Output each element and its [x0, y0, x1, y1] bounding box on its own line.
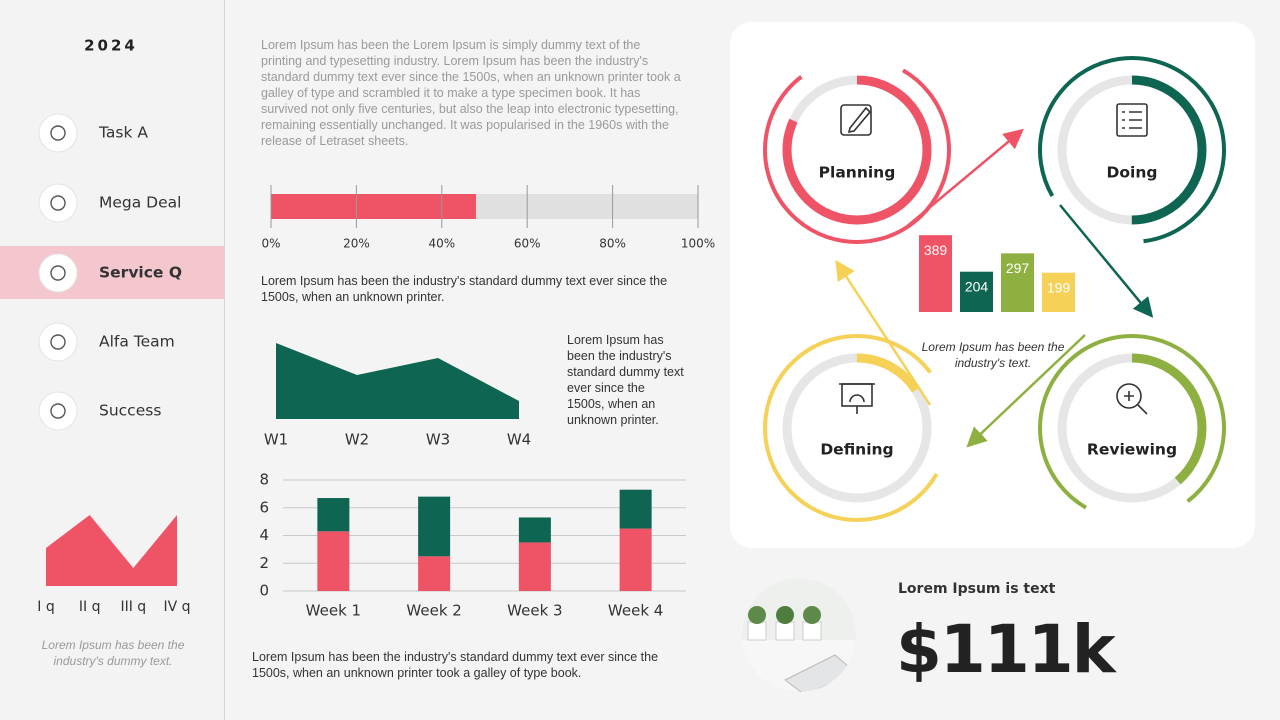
y-tick-label: 8 [259, 471, 269, 489]
menu-icon [38, 322, 78, 362]
bar [919, 235, 952, 312]
x-tick-label: Week 2 [406, 602, 461, 620]
y-tick-label: 2 [259, 554, 269, 572]
bar-segment [418, 496, 451, 557]
menu: Task A Mega Deal Service Q Alfa Team Success [0, 113, 224, 431]
menu-icon-glyph [50, 403, 66, 419]
x-tick-label: W4 [507, 431, 531, 449]
cycle-arrows [835, 128, 1154, 448]
stage-label: Doing [1107, 164, 1158, 182]
bar-segment [317, 531, 350, 591]
cycle-caption: Lorem Ipsum has been the industry's text. [922, 340, 1065, 370]
x-tick-label: Week 3 [507, 602, 562, 620]
bar [960, 271, 993, 312]
bar-segment [619, 489, 652, 529]
x-tick-label: I q [37, 599, 54, 615]
cycle-rings [763, 56, 1226, 522]
menu-icon [38, 183, 78, 223]
x-tick-label: Week 1 [306, 602, 361, 620]
cycle-icons [839, 103, 1148, 415]
menu-icon [38, 391, 78, 431]
bar [1042, 272, 1075, 312]
x-tick-label: Week 4 [608, 602, 663, 620]
stage-label: Planning [819, 164, 896, 182]
x-tick-label: 0% [261, 237, 280, 251]
year: 2024 [84, 37, 138, 55]
menu-item: Task A [98, 124, 148, 142]
kpi-value: $111k [896, 611, 1118, 688]
bar [271, 194, 476, 219]
area [46, 515, 177, 586]
menu-icon [38, 253, 78, 293]
x-tick-label: II q [79, 599, 101, 615]
stage-label: Defining [820, 441, 893, 459]
stage-label: Reviewing [1087, 441, 1177, 459]
menu-highlight [0, 246, 224, 299]
menu-icon-glyph [50, 334, 66, 350]
kpi-label: Lorem Ipsum is text [898, 581, 1056, 597]
menu-icon-glyph [50, 125, 66, 141]
menu-item: Mega Deal [99, 194, 181, 212]
menu-item: Success [99, 402, 161, 420]
intro-text: Lorem Ipsum has been the Lorem Ipsum is … [261, 38, 681, 148]
y-tick-label: 6 [259, 498, 269, 516]
bar-segment [518, 542, 551, 591]
photo [742, 578, 856, 692]
x-tick-label: W2 [345, 431, 369, 449]
x-tick-label: W1 [264, 431, 288, 449]
x-tick-label: III q [120, 599, 146, 615]
x-tick-label: 40% [428, 237, 455, 251]
menu-icon-glyph [50, 195, 66, 211]
bar-segment [619, 528, 652, 591]
bar-segment [317, 498, 350, 532]
area [276, 343, 519, 419]
value-label: 199 [1047, 279, 1071, 295]
bar-segment [518, 517, 551, 543]
x-tick-label: 80% [599, 237, 626, 251]
x-tick-label: 60% [514, 237, 541, 251]
value-label: 297 [1006, 260, 1030, 276]
bar-segment [418, 556, 451, 591]
menu-icon-glyph [50, 265, 66, 281]
sidebar-note: Lorem Ipsum has been the industry's dumm… [41, 638, 185, 668]
menu-icon [38, 113, 78, 153]
value-label: 389 [924, 242, 948, 258]
menu-item: Service Q [99, 264, 182, 282]
x-tick-label: W3 [426, 431, 450, 449]
value-label: 204 [965, 278, 989, 294]
progress-caption: Lorem Ipsum has been the industry's stan… [261, 274, 668, 304]
menu-item: Alfa Team [99, 333, 175, 351]
bar [1001, 253, 1034, 312]
area-caption: Lorem Ipsum has been the industry's stan… [567, 333, 684, 427]
x-tick-label: 20% [343, 237, 370, 251]
stacked-caption: Lorem Ipsum has been the industry's stan… [252, 650, 659, 680]
y-tick-label: 4 [259, 526, 269, 544]
x-tick-label: IV q [163, 599, 190, 615]
y-tick-label: 0 [259, 582, 269, 600]
sidebar [0, 0, 225, 720]
x-tick-label: 100% [681, 237, 715, 251]
